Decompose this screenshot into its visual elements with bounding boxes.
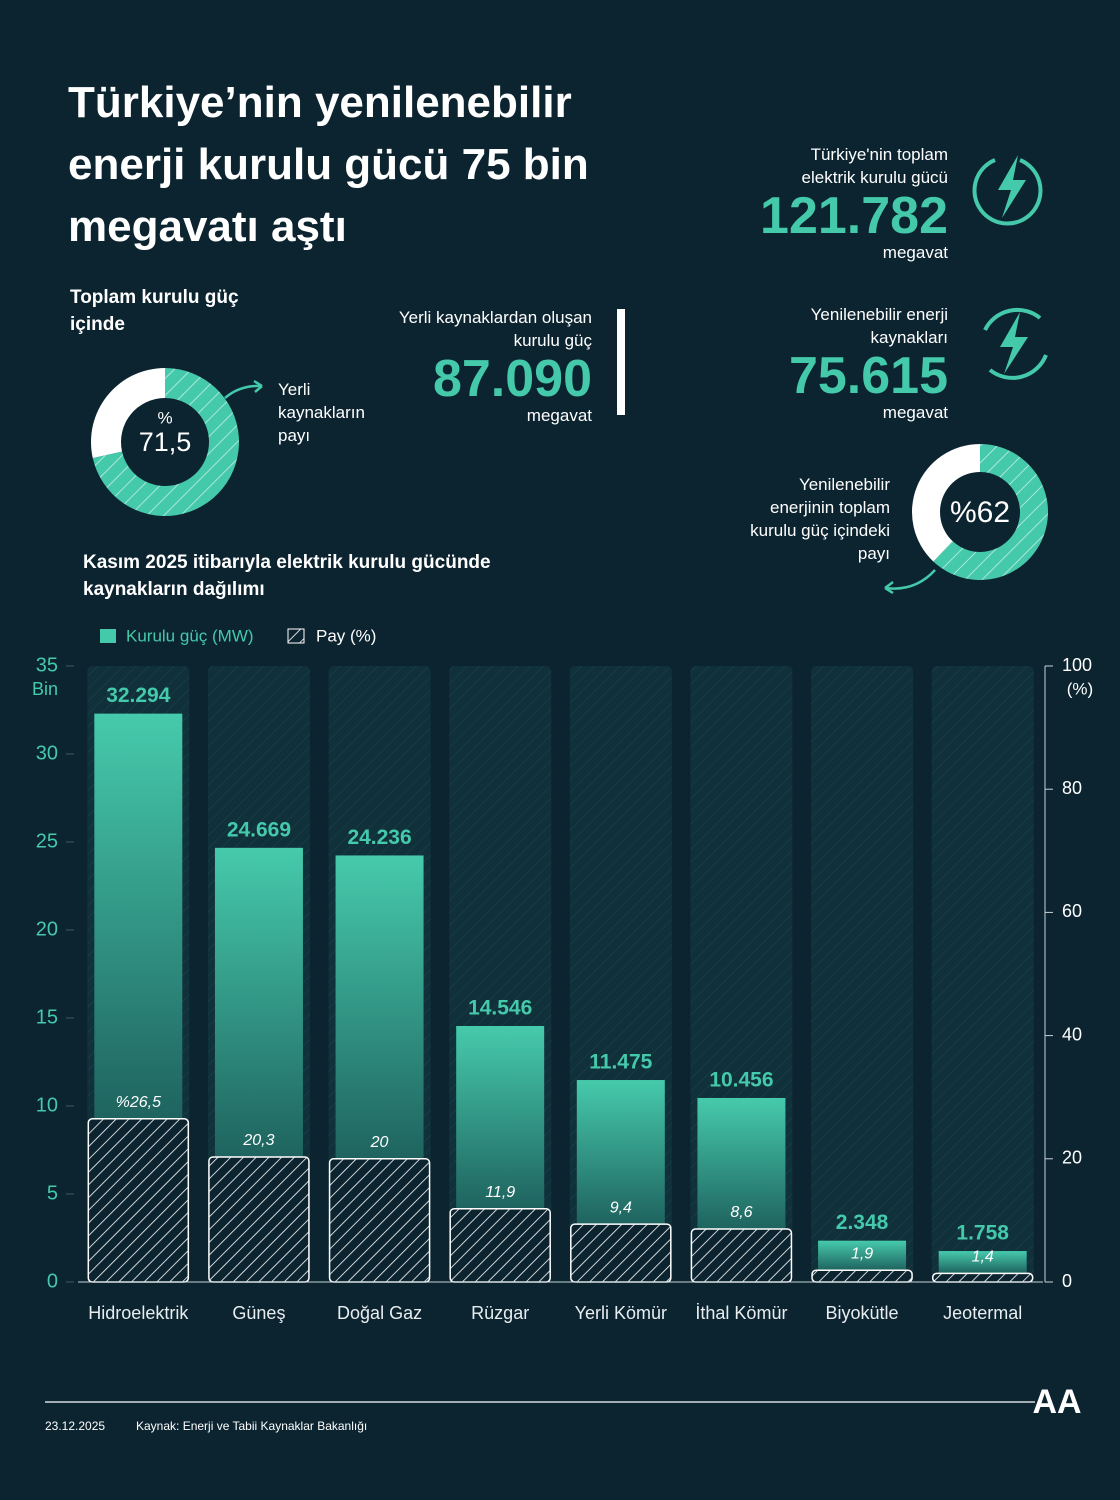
share-bar: [87, 1118, 190, 1283]
column-bg: [811, 666, 914, 1282]
x-tick-label: Yerli Kömür: [575, 1303, 667, 1323]
divider: [617, 309, 625, 415]
value-label: 1.758: [956, 1222, 1009, 1245]
share-label: %26,5: [116, 1094, 161, 1111]
value-label: 2.348: [836, 1211, 889, 1234]
y2-tick-label: 0: [1062, 1271, 1072, 1291]
y-tick-label: 0: [47, 1270, 58, 1292]
y-tick-label: 15: [36, 1006, 58, 1028]
y2-tick-label: 100: [1062, 655, 1092, 675]
arrow: [884, 569, 936, 590]
arrow-head: [253, 379, 263, 393]
donut-value: %62: [950, 496, 1010, 529]
value-label: 24.236: [347, 826, 411, 849]
x-tick-label: Rüzgar: [471, 1303, 529, 1323]
legend-label: Kurulu güç (MW): [126, 626, 254, 645]
donut-arc: [933, 444, 1048, 580]
y-tick-label: 30: [36, 742, 58, 764]
y2-tick-label: 80: [1062, 778, 1082, 798]
share-bar: [931, 1272, 1034, 1283]
icon-lightning: [972, 155, 1043, 226]
stat-label: Türkiye'nin toplam elektrik kurulu gücü: [801, 145, 948, 187]
donut-value: 71,5: [139, 427, 192, 457]
x-tick-label: İthal Kömür: [695, 1303, 787, 1323]
icon-renew: [983, 307, 1048, 380]
share-bar: [811, 1269, 913, 1283]
x-tick-label: Hidroelektrik: [88, 1303, 189, 1323]
share-bar: [690, 1228, 793, 1283]
logo: AA: [1032, 1383, 1081, 1421]
column-bg: [931, 666, 1034, 1282]
legend-label: Pay (%): [316, 626, 376, 645]
share-label: 11,9: [485, 1184, 515, 1201]
value-label: 24.669: [227, 818, 291, 841]
stat: Türkiye'nin toplam elektrik kurulu gücü …: [688, 143, 948, 263]
donut-title: Toplam kurulu güç içinde: [70, 287, 239, 335]
stat: Yerli kaynaklardan oluşan kurulu güç 87.…: [332, 306, 592, 426]
share-bar: [328, 1158, 431, 1283]
stat-label: Yerli kaynaklardan oluşan kurulu güç: [398, 308, 592, 350]
donut-symbol: %: [157, 408, 172, 427]
share-bar: [208, 1156, 310, 1283]
donut-rest: [912, 444, 980, 562]
stat-unit: megavat: [526, 406, 592, 425]
x-tick-label: Jeotermal: [943, 1303, 1022, 1323]
y2-tick-label: 20: [1062, 1148, 1082, 1168]
title: Türkiye’nin yenilenebilir enerji kurulu …: [68, 78, 589, 251]
y2-tick-label: 40: [1062, 1024, 1082, 1044]
stat-label: Yenilenebilir enerji kaynakları: [810, 305, 948, 347]
donut-rest: [91, 368, 165, 459]
legend-swatch: [100, 629, 116, 643]
stat-value: 75.615: [788, 347, 948, 405]
stat-value: 121.782: [760, 187, 948, 245]
donut-arc: [92, 368, 239, 516]
value-label: 10.456: [709, 1069, 773, 1092]
y2-tick-label: 60: [1062, 901, 1082, 921]
value-label: 14.546: [468, 997, 532, 1020]
share-label: 1,4: [972, 1249, 994, 1266]
legend-swatch: [287, 628, 305, 644]
arrow-head: [884, 581, 894, 595]
y-tick-label: 5: [47, 1182, 58, 1204]
share-bar: [570, 1223, 672, 1283]
share-bar: [449, 1207, 551, 1283]
y-tick-label: 25: [36, 830, 58, 852]
value-label: 32.294: [106, 684, 171, 707]
footer-date: 23.12.2025: [45, 1419, 105, 1433]
y2-axis-label: (%): [1067, 679, 1093, 698]
footer-source: Kaynak: Enerji ve Tabii Kaynaklar Bakanl…: [136, 1419, 367, 1433]
share-label: 20: [370, 1134, 389, 1151]
share-label: 20,3: [242, 1132, 274, 1149]
y-tick-label: 10: [36, 1094, 58, 1116]
y-tick-label: 20: [36, 918, 58, 940]
stat-value: 87.090: [432, 350, 592, 408]
stat-unit: megavat: [882, 243, 948, 262]
x-tick-label: Biyokütle: [826, 1303, 899, 1323]
x-tick-label: Doğal Gaz: [337, 1303, 422, 1323]
stat-unit: megavat: [882, 403, 948, 422]
donut-annotation: Yenilenebilir enerjinin toplam kurulu gü…: [750, 475, 890, 563]
stat: Yenilenebilir enerji kaynakları 75.615 m…: [688, 303, 948, 423]
y-axis-label: Bin: [32, 679, 58, 699]
y-tick-label: 35: [36, 654, 58, 676]
x-tick-label: Güneş: [232, 1303, 285, 1323]
share-label: 1,9: [851, 1246, 873, 1263]
chart-title: Kasım 2025 itibarıyla elektrik kurulu gü…: [83, 552, 491, 600]
donut-annotation: Yerli kaynakların payı: [278, 380, 365, 445]
arrow: [224, 384, 263, 399]
share-label: 9,4: [610, 1199, 632, 1216]
value-label: 11.475: [589, 1051, 652, 1074]
share-label: 8,6: [730, 1204, 752, 1221]
